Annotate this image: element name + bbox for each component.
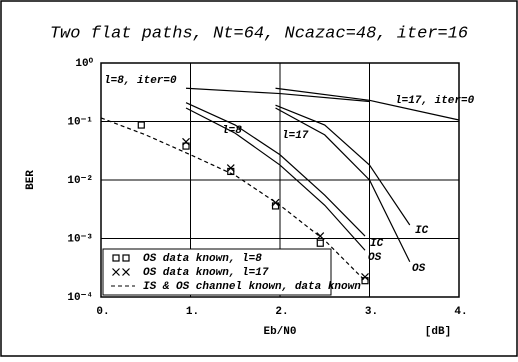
annotation: l=8: [222, 125, 242, 137]
y-tick-label: 10⁰: [75, 57, 93, 70]
annotation: OS: [412, 263, 426, 275]
data-point: [137, 121, 145, 129]
data-point: [226, 164, 235, 172]
annotation: l=8, iter=0: [104, 75, 177, 87]
legend-label: OS data known, l=17: [143, 267, 269, 279]
legend-swatch: [112, 254, 120, 262]
data-line: [275, 104, 411, 226]
data-line: [185, 102, 366, 237]
legend-label: IS & OS channel known, data known: [143, 281, 361, 293]
annotation: OS: [368, 252, 382, 264]
annotation: IC: [415, 225, 429, 237]
data-line: [275, 107, 411, 263]
y-axis-label: BER: [25, 170, 37, 190]
data-line: [275, 87, 460, 121]
data-point: [182, 142, 190, 150]
x-tick-label: 4.: [454, 306, 467, 318]
data-line: [185, 107, 366, 251]
legend-box: [102, 248, 332, 296]
x-axis-label: Eb/N0: [263, 326, 296, 338]
y-tick-label: 10⁻⁴: [67, 292, 93, 304]
chart-title: Two flat paths, Nt=64, Ncazac=48, iter=1…: [50, 24, 468, 43]
legend-swatch: [122, 268, 130, 276]
x-tick-label: 1.: [186, 306, 199, 318]
x-tick-label: 3.: [365, 306, 378, 318]
annotation: l=17, iter=0: [395, 95, 475, 107]
data-point: [361, 273, 369, 281]
y-tick-label: 10⁻³: [67, 233, 93, 245]
x-tick-label: 0.: [96, 306, 109, 318]
data-point: [182, 137, 190, 146]
data-point: [316, 239, 324, 247]
legend-swatch: [112, 268, 120, 276]
annotation: IC: [370, 238, 384, 250]
annotation: l=17: [282, 130, 309, 142]
legend-label: OS data known, l=8: [143, 253, 262, 265]
y-tick-label: 10⁻¹: [67, 116, 93, 128]
x-tick-label: 2.: [275, 306, 288, 318]
data-line: [185, 87, 370, 103]
x-axis-unit: [dB]: [425, 326, 451, 338]
y-tick-label: 10⁻²: [67, 175, 93, 187]
legend-swatch: [122, 254, 130, 262]
